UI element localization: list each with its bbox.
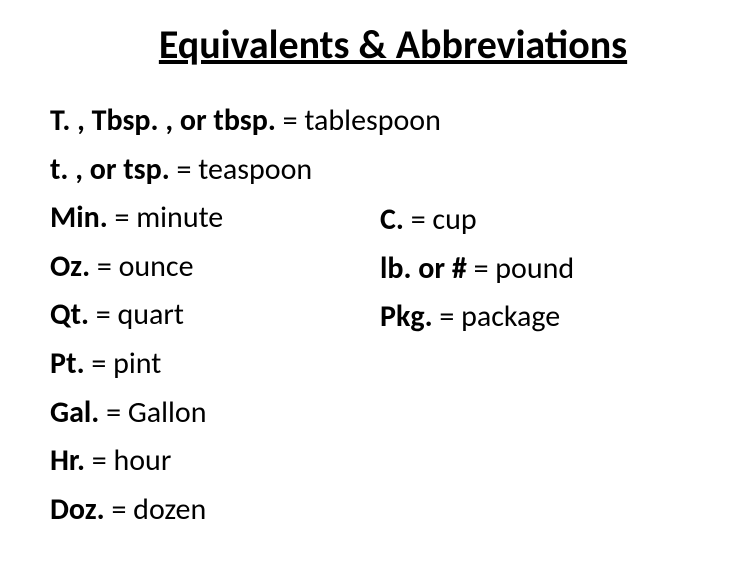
abbr: Min. [50, 199, 108, 236]
abbr: T. , Tbsp. , or tbsp. [50, 102, 276, 139]
abbr: t. , or tsp. [50, 151, 170, 188]
abbr: Pt. [50, 345, 85, 382]
list-item: Gal. = Gallon [50, 389, 716, 438]
list-item: t. , or tsp. = teaspoon [50, 146, 716, 195]
abbr: Hr. [50, 442, 85, 479]
list-item: Pt. = pint [50, 340, 716, 389]
abbr: C. [380, 201, 404, 238]
right-column: C. = cup lb. or # = pound Pkg. = package [380, 196, 574, 342]
definition: = package [433, 298, 561, 335]
page-title: Equivalents & Abbreviations [90, 20, 696, 69]
definition: = pint [85, 345, 162, 382]
list-item: Pkg. = package [380, 293, 574, 342]
definition: = minute [108, 199, 224, 236]
abbr: Oz. [50, 248, 90, 285]
list-item: C. = cup [380, 196, 574, 245]
definition: = dozen [105, 491, 207, 528]
abbr: lb. or # [380, 250, 467, 287]
definition: = hour [85, 442, 171, 479]
list-item: T. , Tbsp. , or tbsp. = tablespoon [50, 97, 716, 146]
definition: = cup [404, 201, 477, 238]
definition: = ounce [90, 248, 193, 285]
list-item: Hr. = hour [50, 437, 716, 486]
list-item: lb. or # = pound [380, 245, 574, 294]
abbr: Pkg. [380, 298, 433, 335]
abbr: Gal. [50, 394, 99, 431]
definition: = Gallon [99, 394, 206, 431]
abbr: Doz. [50, 491, 105, 528]
list-item: Doz. = dozen [50, 486, 716, 535]
definition: = pound [467, 250, 574, 287]
definition: = tablespoon [276, 102, 441, 139]
definition: = quart [89, 296, 184, 333]
abbr: Qt. [50, 296, 89, 333]
definition: = teaspoon [170, 151, 312, 188]
content-area: T. , Tbsp. , or tbsp. = tablespoon t. , … [50, 97, 716, 534]
